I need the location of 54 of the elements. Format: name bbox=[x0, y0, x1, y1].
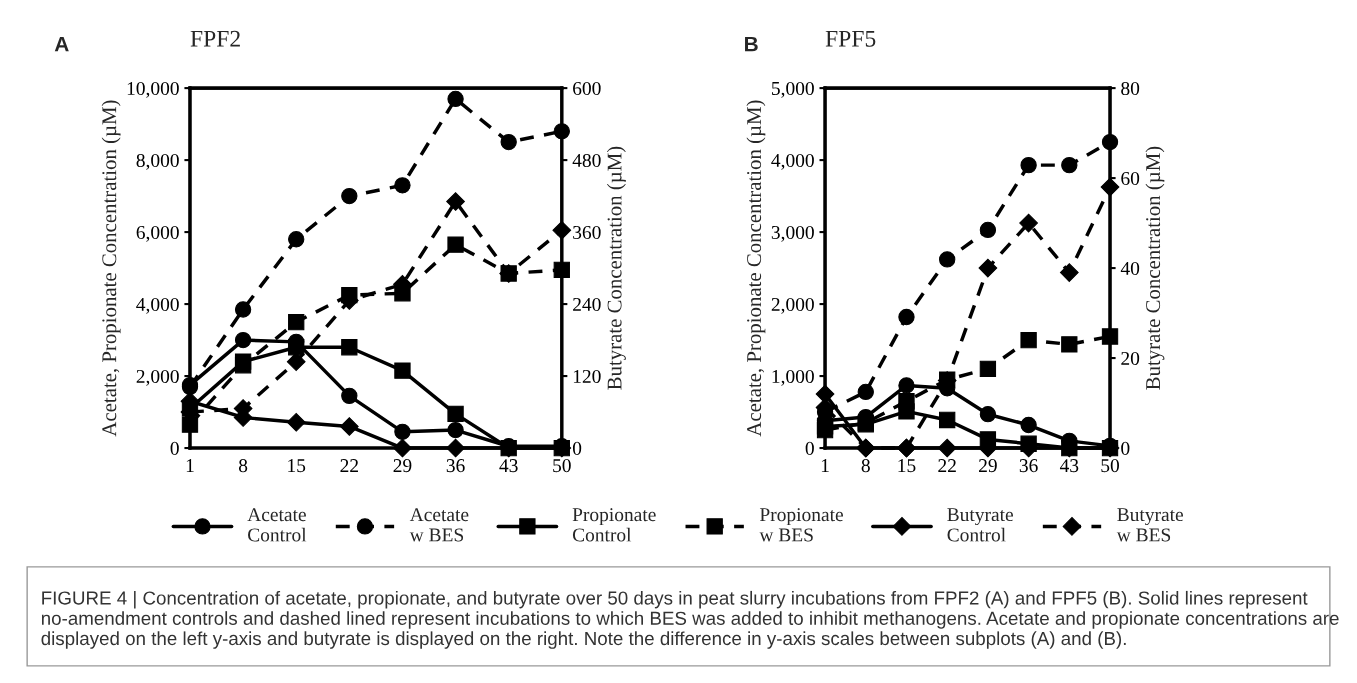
y2-axis-title: Butyrate Concentration (µM) bbox=[606, 146, 626, 390]
chart-title: FPF2 bbox=[190, 30, 240, 47]
caption: FIGURE 4 | Concentration of acetate, propionate, and butyrate over 50 days in peat slurry incubations from FPF2 (A) and FPF5 (B). Solid lines represent no-amendment controls and dashed lined represent incubations to which BES was added to inhibit methanogens. Acetate and propionate concentrations are displayed on the left y-axis and butyrate is displayed on the right. Note the difference in y-axis scales between subplots (A) and (B). bbox=[41, 590, 1339, 649]
y2-tick-label: 120 bbox=[573, 369, 601, 383]
y-axis-title: Acetate, Propionate Concentration (µM) bbox=[101, 100, 121, 437]
legend-label: Butyrate Control bbox=[947, 508, 1013, 542]
y-tick-label: 2,000 bbox=[771, 297, 814, 314]
text: B bbox=[745, 36, 758, 52]
y2-tick-label: 20 bbox=[1121, 351, 1140, 365]
y2-tick-label: 0 bbox=[1121, 441, 1130, 455]
y-tick-label: 4,000 bbox=[771, 153, 814, 170]
legend-label: Propionate w BES bbox=[759, 508, 843, 542]
y-tick-label: 2,000 bbox=[136, 369, 179, 386]
y2-tick-label: 480 bbox=[572, 153, 601, 168]
y2-tick-label: 40 bbox=[1120, 261, 1140, 276]
y-tick-label: 6,000 bbox=[136, 225, 179, 242]
y-tick-label: 0 bbox=[170, 441, 179, 455]
x-tick-label: 15 bbox=[898, 459, 916, 473]
y2-tick-label: 360 bbox=[573, 225, 601, 240]
y-tick-label: 8,000 bbox=[136, 153, 179, 170]
y2-tick-label: 0 bbox=[572, 441, 582, 455]
y-tick-label: 10,000 bbox=[127, 81, 179, 98]
legend-label: Butyrate w BES bbox=[1116, 508, 1183, 542]
x-tick-label: 1 bbox=[821, 459, 829, 472]
x-tick-label: 8 bbox=[238, 459, 248, 473]
x-tick-label: 1 bbox=[186, 459, 194, 472]
y-axis-title: Acetate, Propionate Concentration (µM) bbox=[746, 100, 766, 437]
x-tick-label: 15 bbox=[288, 459, 306, 473]
text: A bbox=[54, 36, 69, 52]
legend-label: Acetate Control bbox=[247, 508, 307, 542]
x-tick-label: 50 bbox=[553, 459, 571, 473]
chart-title: FPF5 bbox=[825, 30, 876, 47]
y-tick-label: 0 bbox=[805, 441, 814, 455]
y-tick-label: 4,000 bbox=[136, 297, 179, 314]
x-tick-label: 22 bbox=[340, 459, 358, 472]
legend-label: Propionate Control bbox=[572, 508, 656, 542]
x-tick-label: 36 bbox=[446, 459, 465, 473]
y2-tick-label: 600 bbox=[573, 81, 601, 96]
y-tick-label: 3,000 bbox=[771, 225, 814, 242]
y-tick-label: 5,000 bbox=[772, 81, 814, 98]
x-tick-label: 50 bbox=[1101, 459, 1120, 473]
x-tick-label: 29 bbox=[979, 459, 997, 473]
x-tick-label: 22 bbox=[938, 459, 956, 472]
y2-tick-label: 240 bbox=[573, 297, 601, 312]
x-tick-label: 36 bbox=[1019, 459, 1038, 473]
y2-axis-title: Butyrate Concentration (µM) bbox=[1145, 146, 1165, 390]
x-tick-label: 43 bbox=[1059, 459, 1079, 473]
legend-label: Acetate w BES bbox=[409, 508, 469, 542]
x-tick-label: 8 bbox=[861, 459, 870, 473]
y2-tick-label: 60 bbox=[1121, 171, 1140, 186]
x-tick-label: 43 bbox=[499, 459, 518, 473]
y2-tick-label: 80 bbox=[1121, 81, 1140, 96]
y-tick-label: 1,000 bbox=[772, 369, 814, 386]
x-tick-label: 29 bbox=[393, 459, 412, 473]
